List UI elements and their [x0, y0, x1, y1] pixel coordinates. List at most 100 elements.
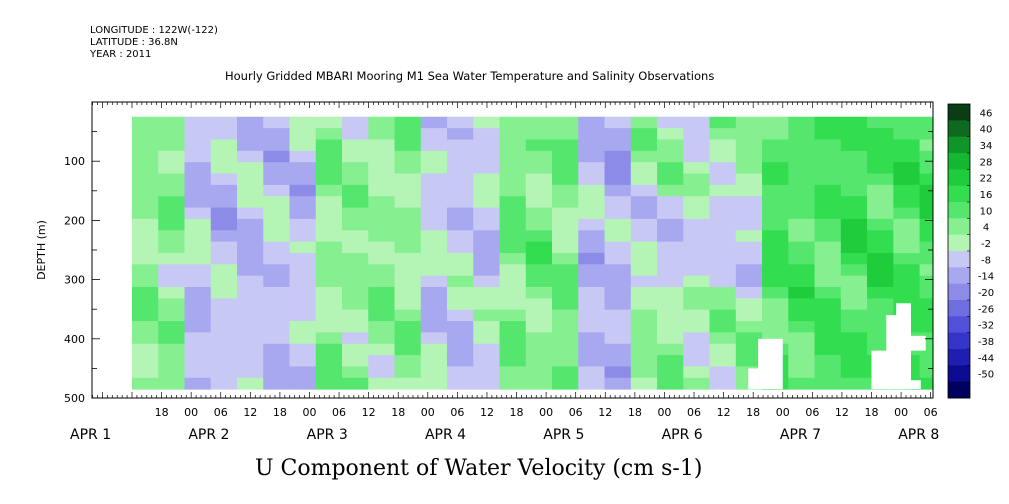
heatmap-cell — [447, 196, 474, 209]
heatmap-cell — [578, 196, 606, 209]
heatmap-cell — [552, 173, 579, 186]
heatmap-cell — [735, 173, 763, 186]
heatmap-cell — [840, 321, 868, 333]
heatmap-cell — [132, 184, 159, 197]
heatmap-cell — [788, 321, 816, 333]
heatmap-cell — [919, 196, 933, 209]
heatmap-cell — [263, 366, 291, 379]
heatmap-cell — [735, 207, 763, 220]
heatmap-cell — [919, 218, 933, 231]
heatmap-cell — [709, 355, 737, 367]
heatmap-cell — [368, 173, 396, 186]
heatmap-cell — [998, 276, 1009, 288]
heatmap-cell — [578, 309, 606, 322]
heatmap-cell — [420, 207, 448, 220]
heatmap-cell — [709, 343, 737, 356]
heatmap-cell — [683, 252, 711, 265]
colorbar-swatch — [948, 332, 970, 350]
heatmap-cell — [814, 377, 842, 390]
heatmap-cell — [683, 218, 711, 231]
heatmap-cell — [368, 309, 396, 322]
y-axis-title: DEPTH (m) — [35, 220, 48, 280]
heatmap-cell — [578, 139, 606, 152]
heatmap-cell — [132, 116, 159, 129]
heatmap-cell — [289, 355, 317, 367]
heatmap-cell — [158, 264, 186, 277]
heatmap-cell — [814, 184, 842, 197]
heatmap-cell — [368, 241, 396, 254]
x-tick-label: 12 — [717, 406, 731, 419]
heatmap-cell — [499, 139, 527, 152]
heatmap-cell — [578, 321, 606, 333]
colorbar-swatch — [948, 283, 970, 301]
heatmap-cell — [420, 332, 448, 345]
missing-data-block — [910, 380, 921, 390]
colorbar-swatch — [948, 218, 970, 236]
heatmap-cell — [368, 377, 396, 390]
x-tick-label: 00 — [539, 406, 553, 419]
heatmap-cell — [814, 173, 842, 186]
heatmap-cell — [709, 332, 737, 345]
heatmap-cell — [735, 139, 763, 152]
heatmap-cell — [132, 252, 159, 265]
heatmap-cell — [630, 377, 658, 390]
heatmap-cell — [998, 162, 1009, 174]
heatmap-cell — [263, 343, 291, 356]
heatmap-cell — [814, 196, 842, 209]
heatmap-cell — [788, 252, 816, 265]
heatmap-cell — [394, 128, 422, 140]
heatmap-cell — [919, 343, 933, 356]
heatmap-cell — [368, 264, 396, 277]
heatmap-cell — [473, 241, 501, 254]
heatmap-cell — [525, 275, 553, 288]
heatmap-cell — [210, 252, 238, 265]
heatmap-cell — [289, 275, 317, 288]
heatmap-cell — [840, 298, 868, 311]
heatmap-cell — [919, 275, 933, 288]
heatmap-cell — [237, 298, 264, 311]
heatmap-cell — [683, 332, 711, 345]
heatmap-cell — [237, 275, 264, 288]
heatmap-cell — [840, 218, 868, 231]
heatmap-cell — [473, 377, 501, 390]
heatmap-cell — [578, 173, 606, 186]
heatmap-cell — [447, 218, 474, 231]
heatmap-cell — [315, 332, 343, 345]
heatmap-cell — [184, 173, 212, 186]
heatmap-cell — [342, 321, 369, 333]
heatmap-cell — [158, 162, 186, 175]
heatmap-cell — [788, 128, 816, 140]
heatmap-cell — [998, 287, 1009, 299]
heatmap-cell — [762, 150, 789, 163]
heatmap-cell — [447, 321, 474, 333]
heatmap-cell — [184, 343, 212, 356]
x-tick-label: 18 — [273, 406, 287, 419]
x-tick-label: 00 — [894, 406, 908, 419]
heatmap-cell — [552, 162, 579, 175]
heatmap-cell — [289, 321, 317, 333]
heatmap-cell — [499, 241, 527, 254]
heatmap-cell — [525, 150, 553, 163]
heatmap-cell — [315, 139, 343, 152]
heatmap-cell — [840, 184, 868, 197]
heatmap-cell — [998, 366, 1009, 378]
heatmap-cell — [735, 241, 763, 254]
colorbar: 46 40 34 28 22 16 10 4 -2 -8 -14 -20 -26 -32 -38 -44 -50 — [947, 103, 994, 399]
heatmap-cell — [735, 355, 763, 367]
heatmap-cell — [368, 150, 396, 163]
heatmap-cell — [762, 116, 789, 129]
heatmap-cell — [657, 241, 684, 254]
heatmap-cell — [473, 196, 501, 209]
heatmap-cell — [893, 207, 921, 220]
heatmap-cell — [368, 275, 396, 288]
heatmap-cell — [867, 230, 894, 243]
heatmap-cell — [657, 207, 684, 220]
heatmap-cell — [473, 264, 501, 277]
heatmap-cell — [525, 252, 553, 265]
heatmap-cell — [840, 264, 868, 277]
heatmap-cell — [499, 184, 527, 197]
heatmap-cell — [762, 321, 789, 333]
heatmap-cell — [342, 184, 369, 197]
heatmap-cell — [525, 218, 553, 231]
heatmap-cell — [315, 343, 343, 356]
